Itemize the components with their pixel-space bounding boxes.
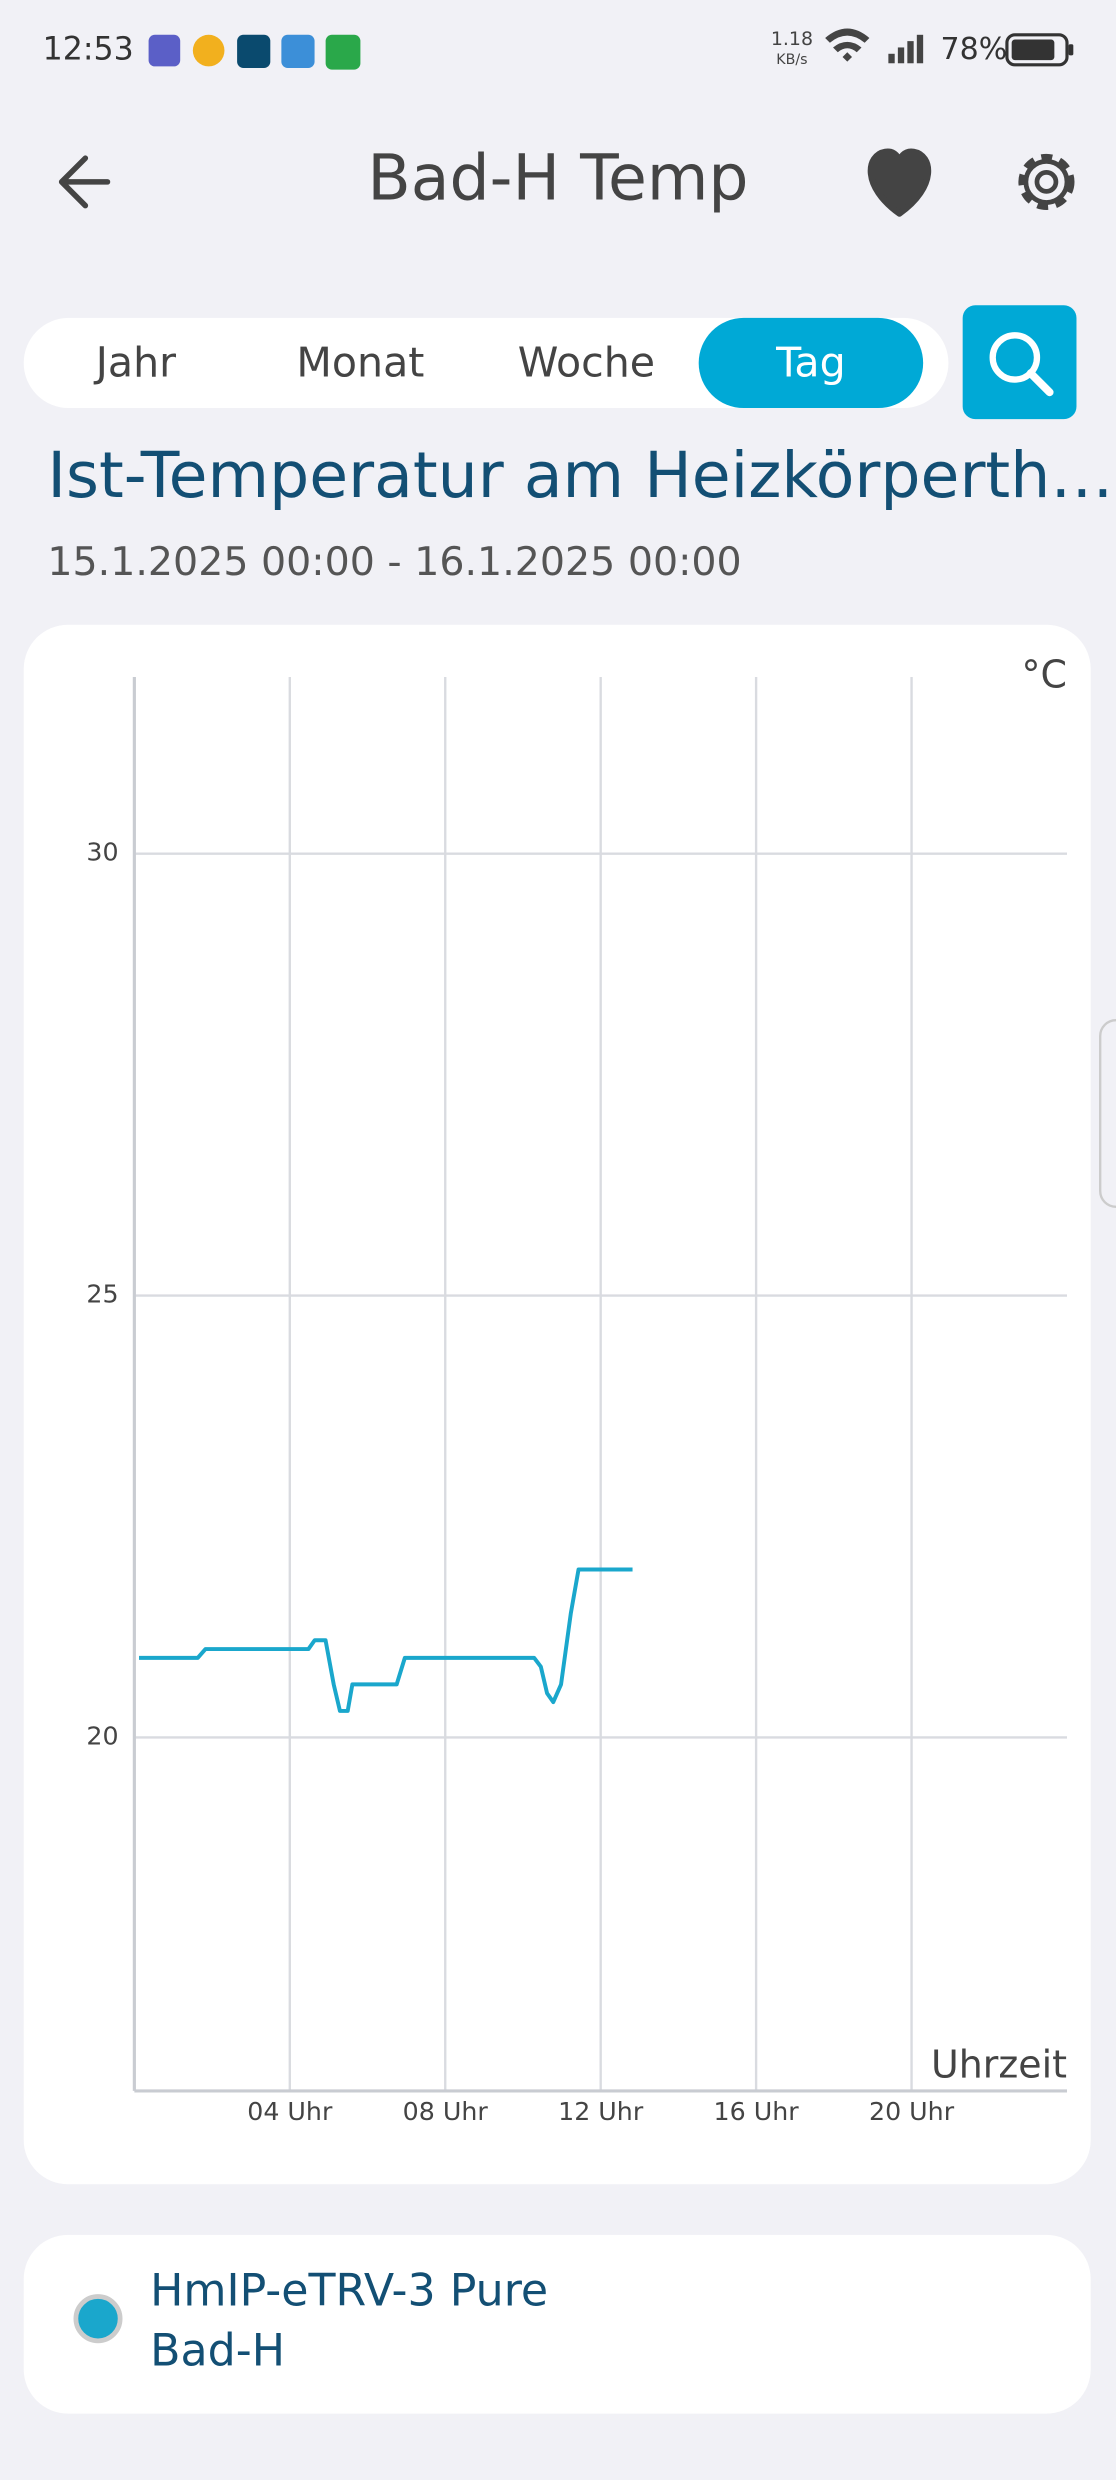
- network-speed-unit: KB/s: [776, 52, 807, 68]
- chart-heading: Ist-Temperatur am Heizkörperth…: [47, 438, 1113, 512]
- side-handle: [1099, 1018, 1116, 1208]
- y-unit: °C: [1022, 652, 1067, 696]
- x-tick-label: 20 Uhr: [869, 2097, 955, 2126]
- settings-button[interactable]: [1018, 153, 1075, 210]
- x-tick-label: 16 Uhr: [714, 2097, 800, 2126]
- legend-marker: [73, 2294, 123, 2344]
- network-speed: 1.18: [771, 28, 813, 50]
- search-button[interactable]: [962, 305, 1077, 420]
- x-tick-label: 12 Uhr: [558, 2097, 644, 2126]
- x-tick-label: 08 Uhr: [403, 2097, 489, 2126]
- tab[interactable]: Tag: [775, 338, 846, 386]
- date-range: 15.1.2025 00:00 - 16.1.2025 00:00: [47, 539, 741, 585]
- legend-room[interactable]: Bad-H: [150, 2325, 285, 2376]
- legend-card: [23, 2234, 1091, 2414]
- x-tick-label: 04 Uhr: [247, 2097, 333, 2126]
- tabs: Jahr Monat Woche Tag: [93, 338, 846, 386]
- tab[interactable]: Woche: [518, 338, 655, 386]
- x-axis-label: Uhrzeit: [931, 2043, 1067, 2087]
- active-tab-highlight: [698, 317, 924, 409]
- tab[interactable]: Jahr: [93, 338, 176, 386]
- favorite-button[interactable]: [867, 148, 932, 217]
- header-title: Bad-H Temp: [367, 140, 748, 214]
- status-time: 12:53: [43, 32, 134, 68]
- chart-card: [23, 624, 1091, 2185]
- back-button[interactable]: [58, 155, 111, 209]
- tab[interactable]: Monat: [296, 338, 424, 386]
- battery-level: 78%: [941, 32, 1008, 67]
- battery-icon: [1005, 33, 1074, 67]
- notification-icons: [148, 34, 361, 70]
- data-line: [139, 1567, 633, 1713]
- signal-icons: [825, 28, 924, 64]
- chart: 20 25 30 04 Uhr 08 Uhr 12 Uhr 16 Uhr 20 Uhr: [86, 676, 1067, 2126]
- y-tick-label: 30: [86, 838, 118, 867]
- legend-device[interactable]: HmIP-eTRV-3 Pure: [150, 2265, 548, 2316]
- y-tick-label: 25: [86, 1280, 118, 1309]
- y-tick-label: 20: [86, 1721, 118, 1750]
